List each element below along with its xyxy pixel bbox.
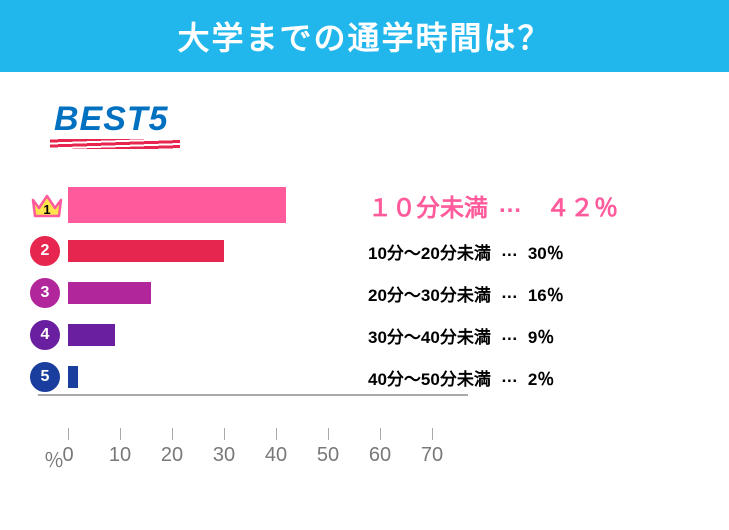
axis-tick-label: 20 <box>161 444 183 467</box>
bar-track <box>68 324 348 346</box>
bar-row-1: 1 １０分未満 … ４２％ <box>30 180 700 230</box>
axis-tick-label: 40 <box>265 444 287 467</box>
axis-tick-label: 50 <box>317 444 339 467</box>
rank-badge: 2 <box>30 236 60 266</box>
chart: 1 １０分未満 … ４２％ 2 10分～20分未満 … 30％ 3 20分～30… <box>30 180 700 398</box>
bar-track <box>68 187 348 223</box>
bar-label: 30分～40分未満 … 9％ <box>368 323 554 348</box>
axis-tick-label: 10 <box>109 444 131 467</box>
axis-tick <box>328 428 329 440</box>
axis-tick <box>276 428 277 440</box>
best5-heading: BEST5 <box>54 100 169 139</box>
axis-tick-label: 0 <box>62 444 73 467</box>
bar <box>68 282 151 304</box>
title-bar: 大学までの通学時間は？ <box>0 0 729 72</box>
axis-tick-label: 60 <box>369 444 391 467</box>
axis-tick <box>68 428 69 440</box>
axis-line <box>38 394 468 396</box>
axis-tick <box>432 428 433 440</box>
bar <box>68 240 224 262</box>
axis-tick <box>224 428 225 440</box>
rank-badge: 5 <box>30 362 60 392</box>
x-axis: ％ 0 10 20 30 40 50 60 70 <box>30 420 700 500</box>
bar-row-5: 5 40分～50分未満 … 2％ <box>30 356 700 398</box>
bar <box>68 324 115 346</box>
bar-track <box>68 282 348 304</box>
bar-row-2: 2 10分～20分未満 … 30％ <box>30 230 700 272</box>
axis-tick <box>380 428 381 440</box>
axis-ticks: ％ 010203040506070 <box>68 420 498 480</box>
axis-tick <box>120 428 121 440</box>
bar-track <box>68 240 348 262</box>
rank-badge: 4 <box>30 320 60 350</box>
crown-icon: 1 <box>30 190 64 220</box>
axis-unit: ％ <box>44 444 64 473</box>
bar-label: １０分未満 … ４２％ <box>368 188 618 223</box>
rank-badge: 3 <box>30 278 60 308</box>
bar <box>68 187 286 223</box>
page-title: 大学までの通学時間は？ <box>177 13 551 59</box>
bar <box>68 366 78 388</box>
bar-track <box>68 366 348 388</box>
axis-tick-label: 30 <box>213 444 235 467</box>
svg-text:1: 1 <box>43 202 50 217</box>
bar-row-3: 3 20分～30分未満 … 16％ <box>30 272 700 314</box>
bar-label: 20分～30分未満 … 16％ <box>368 281 564 306</box>
bar-row-4: 4 30分～40分未満 … 9％ <box>30 314 700 356</box>
axis-tick <box>172 428 173 440</box>
bar-label: 10分～20分未満 … 30％ <box>368 239 564 264</box>
axis-tick-label: 70 <box>421 444 443 467</box>
bar-label: 40分～50分未満 … 2％ <box>368 365 554 390</box>
